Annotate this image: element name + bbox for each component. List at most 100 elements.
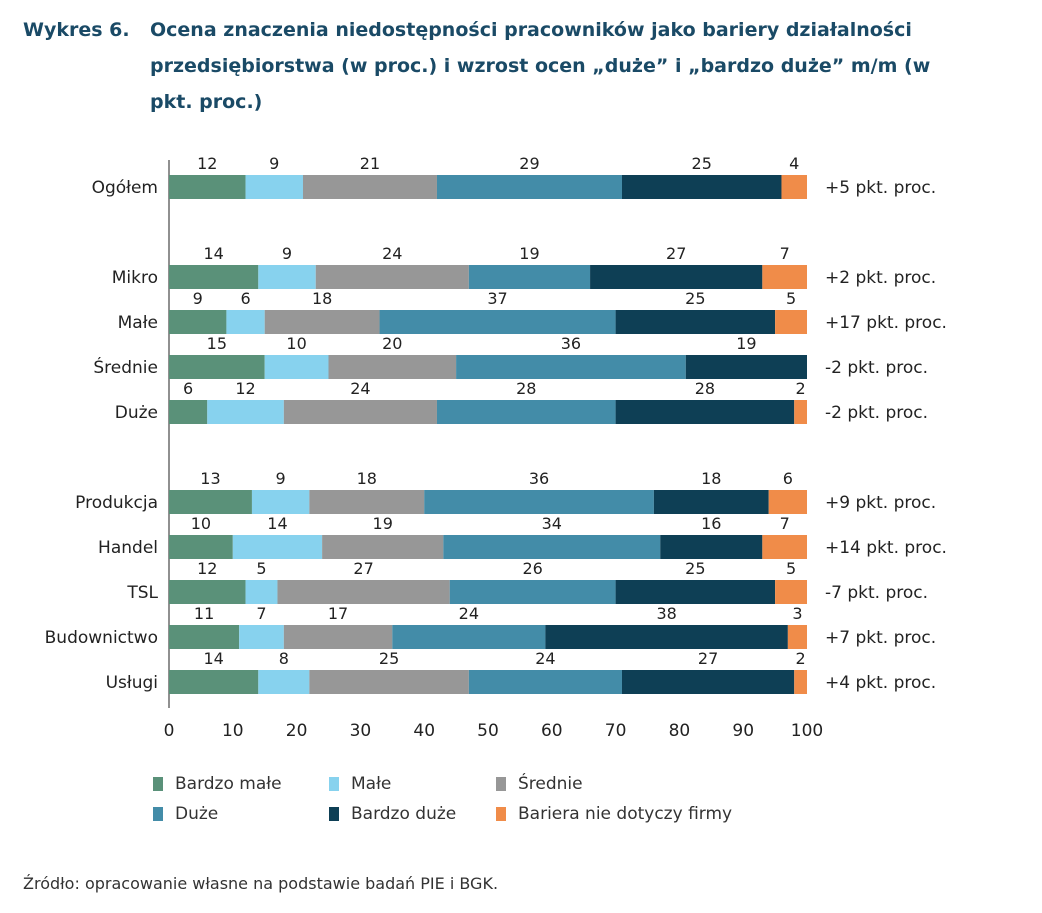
- legend-label: Bardzo duże: [351, 804, 457, 824]
- bar-tsl-srednie: [277, 580, 450, 604]
- value-label-duze-duze: 28: [516, 379, 536, 398]
- category-label-tsl: TSL: [126, 583, 158, 603]
- bar-handel-bardzo-duze: [660, 535, 763, 559]
- value-label-srednie-srednie: 20: [382, 334, 402, 353]
- legend-item: Bardzo małe: [153, 772, 282, 796]
- legend-item: Średnie: [496, 772, 583, 796]
- value-label-tsl-bardzo-male: 12: [197, 559, 217, 578]
- x-tick-label-60: 60: [541, 721, 563, 741]
- bar-mikro-bardzo-duze: [590, 265, 763, 289]
- value-label-srednie-bardzo-duze: 19: [736, 334, 756, 353]
- value-label-mikro-duze: 19: [519, 244, 539, 263]
- value-label-ogolem-male: 9: [269, 154, 279, 173]
- bar-ogolem-srednie: [302, 175, 437, 199]
- category-label-ogolem: Ogółem: [92, 178, 158, 198]
- legend-item: Bardzo duże: [329, 802, 456, 826]
- value-label-uslugi-bariera-nie-dotyczy-firmy: 2: [796, 649, 806, 668]
- value-label-produkcja-bardzo-duze: 18: [701, 469, 721, 488]
- value-label-ogolem-duze: 29: [519, 154, 539, 173]
- value-label-uslugi-male: 8: [279, 649, 289, 668]
- bar-male-bariera-nie-dotyczy-firmy: [775, 310, 807, 334]
- value-label-male-male: 6: [240, 289, 250, 308]
- value-label-uslugi-bardzo-male: 14: [203, 649, 223, 668]
- category-label-budownictwo: Budownictwo: [45, 628, 158, 648]
- value-label-male-bardzo-male: 9: [193, 289, 203, 308]
- legend-swatch: [496, 777, 506, 791]
- change-annotation-male: +17 pkt. proc.: [825, 313, 947, 333]
- value-label-handel-male: 14: [267, 514, 287, 533]
- legend-label: Bardzo małe: [175, 774, 282, 794]
- bar-budownictwo-bardzo-duze: [545, 625, 788, 649]
- category-label-male: Małe: [118, 313, 158, 333]
- category-label-mikro: Mikro: [112, 268, 158, 288]
- category-label-handel: Handel: [98, 538, 158, 558]
- change-annotation-handel: +14 pkt. proc.: [825, 538, 947, 558]
- bar-duze-duze: [436, 400, 616, 424]
- bar-male-bardzo-male: [169, 310, 227, 334]
- bar-srednie-male: [264, 355, 329, 379]
- bar-tsl-male: [245, 580, 278, 604]
- value-label-budownictwo-bardzo-male: 11: [194, 604, 214, 623]
- legend-item: Małe: [329, 772, 391, 796]
- legend-item: Duże: [153, 802, 218, 826]
- legend-label: Bariera nie dotyczy firmy: [518, 804, 733, 824]
- bar-mikro-bariera-nie-dotyczy-firmy: [762, 265, 807, 289]
- legend-label: Małe: [351, 774, 392, 794]
- bar-mikro-duze: [468, 265, 591, 289]
- value-label-handel-bariera-nie-dotyczy-firmy: 7: [780, 514, 790, 533]
- legend-label: Średnie: [518, 774, 583, 794]
- bar-ogolem-bariera-nie-dotyczy-firmy: [781, 175, 807, 199]
- value-label-duze-bardzo-male: 6: [183, 379, 193, 398]
- legend-swatch: [329, 807, 339, 821]
- bar-srednie-bardzo-male: [169, 355, 265, 379]
- value-label-tsl-bardzo-duze: 25: [685, 559, 705, 578]
- value-label-mikro-bardzo-duze: 27: [666, 244, 686, 263]
- value-label-budownictwo-male: 7: [256, 604, 266, 623]
- change-annotation-mikro: +2 pkt. proc.: [825, 268, 936, 288]
- bar-tsl-bardzo-male: [169, 580, 246, 604]
- value-label-budownictwo-srednie: 17: [328, 604, 348, 623]
- legend-swatch: [153, 807, 163, 821]
- value-label-produkcja-male: 9: [276, 469, 286, 488]
- value-label-ogolem-bardzo-male: 12: [197, 154, 217, 173]
- bar-ogolem-bardzo-duze: [621, 175, 782, 199]
- bar-male-srednie: [264, 310, 380, 334]
- value-label-budownictwo-duze: 24: [459, 604, 479, 623]
- value-label-mikro-bardzo-male: 14: [203, 244, 223, 263]
- bar-handel-duze: [443, 535, 661, 559]
- bar-uslugi-srednie: [309, 670, 469, 694]
- value-label-mikro-srednie: 24: [382, 244, 402, 263]
- value-label-budownictwo-bardzo-duze: 38: [656, 604, 676, 623]
- bar-uslugi-bardzo-duze: [621, 670, 795, 694]
- x-tick-label-100: 100: [791, 721, 823, 741]
- category-label-srednie: Średnie: [93, 356, 158, 378]
- x-tick-label-0: 0: [164, 721, 175, 741]
- value-label-handel-bardzo-male: 10: [191, 514, 211, 533]
- source-note: Źródło: opracowanie własne na podstawie …: [23, 874, 499, 893]
- bar-male-bardzo-duze: [615, 310, 776, 334]
- x-tick-label-40: 40: [413, 721, 435, 741]
- bar-tsl-bariera-nie-dotyczy-firmy: [775, 580, 807, 604]
- category-label-duze: Duże: [115, 403, 158, 423]
- value-label-srednie-male: 10: [286, 334, 306, 353]
- x-tick-label-70: 70: [605, 721, 627, 741]
- bar-budownictwo-bardzo-male: [169, 625, 240, 649]
- value-label-srednie-duze: 36: [561, 334, 581, 353]
- value-label-duze-male: 12: [235, 379, 255, 398]
- value-label-tsl-male: 5: [256, 559, 266, 578]
- bar-mikro-male: [258, 265, 316, 289]
- value-label-budownictwo-bariera-nie-dotyczy-firmy: 3: [792, 604, 802, 623]
- x-tick-label-80: 80: [669, 721, 691, 741]
- bar-mikro-bardzo-male: [169, 265, 259, 289]
- bar-handel-male: [232, 535, 323, 559]
- value-label-ogolem-srednie: 21: [360, 154, 380, 173]
- change-annotation-budownictwo: +7 pkt. proc.: [825, 628, 936, 648]
- bar-ogolem-duze: [436, 175, 622, 199]
- value-label-handel-srednie: 19: [373, 514, 393, 533]
- change-annotation-tsl: -7 pkt. proc.: [825, 583, 928, 603]
- value-label-tsl-duze: 26: [522, 559, 542, 578]
- value-label-produkcja-bariera-nie-dotyczy-firmy: 6: [783, 469, 793, 488]
- value-label-produkcja-duze: 36: [529, 469, 549, 488]
- bar-tsl-duze: [449, 580, 616, 604]
- bar-srednie-srednie: [328, 355, 457, 379]
